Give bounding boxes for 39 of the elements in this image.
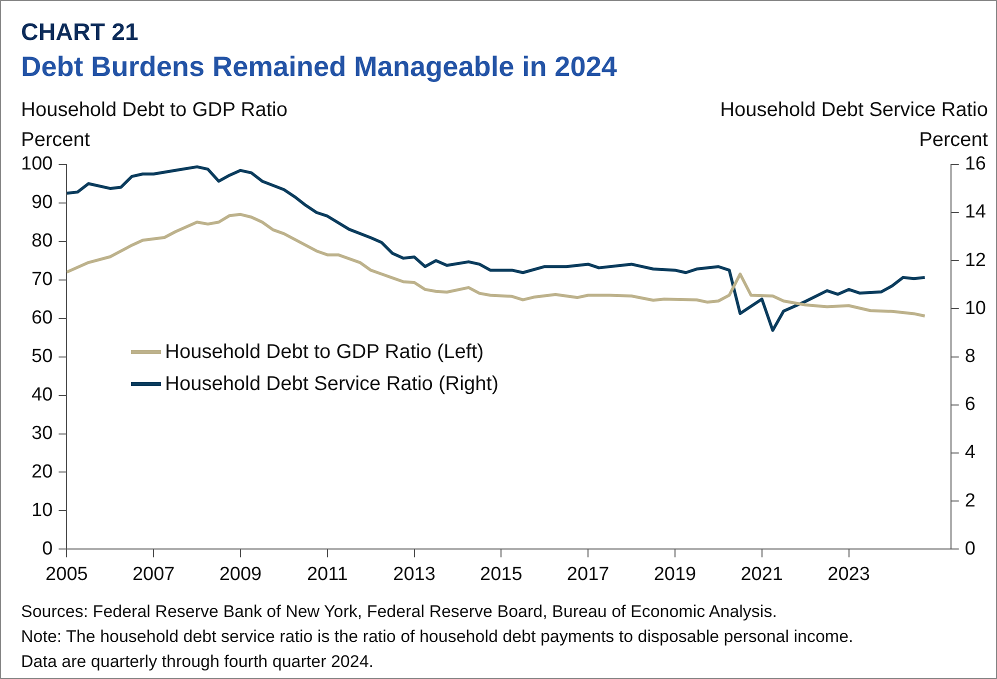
y2-tick-label: 16 [964,154,986,175]
x-tick-label: 2011 [306,564,348,585]
legend-label: Household Debt Service Ratio (Right) [165,372,498,396]
x-tick-label: 2015 [480,564,522,585]
x-tick-label: 2009 [219,564,262,585]
chart-title: CHART 21 [21,19,138,47]
y-tick-label: 60 [32,308,53,329]
y-tick-label: 20 [32,461,53,482]
legend-label: Household Debt to GDP Ratio (Left) [165,340,484,364]
x-tick-label: 2017 [566,564,610,585]
y-axis-title: Household Debt to GDP Ratio Percent [21,98,288,153]
y2-axis-title: Household Debt Service Ratio Percent [720,98,988,153]
y-tick-label: 100 [21,154,53,175]
y2-tick-label: 2 [964,490,976,512]
y-tick-label: 70 [32,269,53,290]
text: Note: The household debt service ratio is the ratio of household debt payments to disposable personal income. [21,626,854,648]
y2-tick-label: 6 [964,394,976,416]
y-tick-label: 30 [32,422,53,444]
x-tick-label: 2021 [740,564,784,585]
x-tick-label: 2005 [46,564,88,585]
y-tick-label: 40 [32,384,53,406]
y2-tick-label: 8 [964,346,976,368]
x-tick-label: 2007 [132,564,175,585]
y-tick-label: 90 [32,192,53,214]
y-tick-label: 0 [42,538,53,560]
text: Data are quarterly through fourth quarter 2024. [21,651,374,673]
x-tick-label: 2013 [393,564,436,585]
y2-tick-label: 12 [964,250,986,271]
source-note: Sources: Federal Reserve Bank of New York, Federal Reserve Board, Bureau of Economic Analysis. [21,601,778,623]
y2-tick-label: 0 [964,538,976,560]
y2-tick-label: 14 [964,202,986,223]
y-tick-label: 50 [32,346,53,368]
y-tick-label: 80 [32,230,53,252]
y2-tick-label: 10 [964,298,986,319]
chart-subtitle: Debt Burdens Remained Manageable in 2024 [21,51,617,83]
x-tick-label: 2023 [828,564,870,585]
y-tick-label: 10 [32,500,53,521]
y2-tick-label: 4 [964,442,976,464]
x-tick-label: 2019 [654,564,696,585]
